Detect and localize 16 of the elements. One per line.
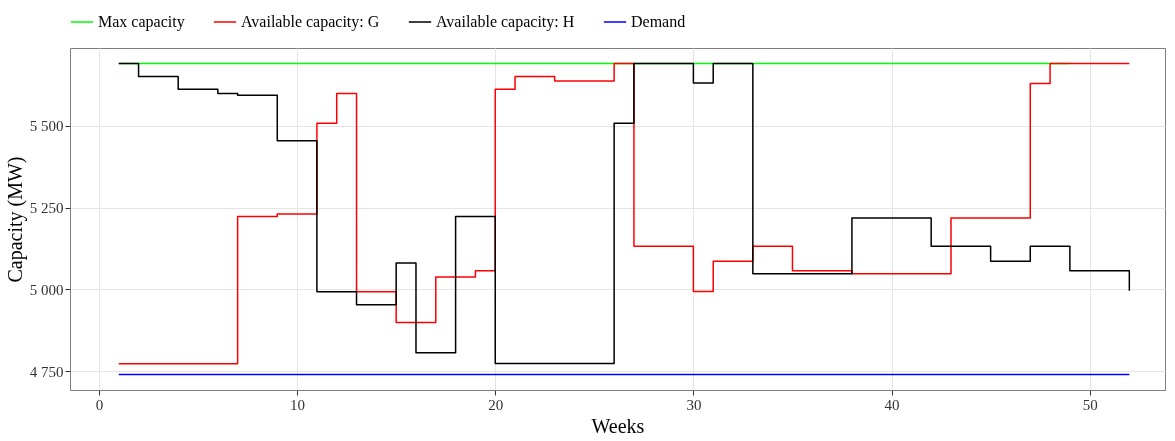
x-tick-label: 40 [884, 396, 900, 413]
legend-label: Available capacity: H [436, 13, 575, 31]
legend-label: Demand [631, 13, 686, 30]
y-tick-label: 4 750 [29, 363, 64, 380]
x-tick-label: 50 [1082, 396, 1098, 413]
legend-label: Available capacity: G [241, 13, 380, 31]
x-tick-label: 30 [686, 396, 702, 413]
y-tick-label: 5 000 [29, 281, 64, 298]
y-axis-title: Capacity (MW) [3, 156, 27, 283]
y-tick-label: 5 500 [29, 118, 64, 135]
x-tick-label: 10 [290, 396, 306, 413]
x-tick-label: 20 [488, 396, 504, 413]
legend-label: Max capacity [98, 13, 185, 31]
x-tick-label: 0 [95, 396, 104, 413]
x-axis-title: Weeks [591, 414, 645, 437]
y-tick-label: 5 250 [29, 200, 64, 217]
